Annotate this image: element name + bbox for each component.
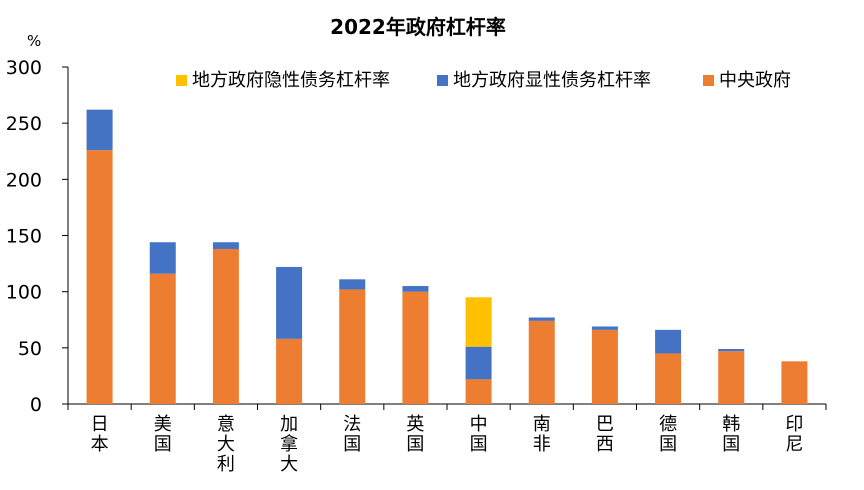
bar-segment — [276, 266, 303, 339]
axes: 0 50 100 150 200 250 300 — [6, 57, 827, 416]
x-category-label: 巴西 — [596, 414, 614, 455]
legend-label: 地方政府显性债务杠杆率 — [453, 70, 651, 91]
y-axis-unit-label: % — [27, 32, 41, 50]
bar-segment — [655, 353, 682, 404]
y-tick-label: 150 — [6, 226, 42, 248]
bar-segment — [212, 242, 239, 249]
y-tick-label: 300 — [6, 57, 42, 79]
bar-segment — [781, 361, 808, 404]
x-category-label: 印尼 — [785, 414, 803, 455]
legend-swatch — [703, 75, 714, 86]
y-tick-label: 100 — [6, 282, 42, 304]
bar-segment — [86, 150, 113, 404]
x-category-label: 法国 — [343, 414, 361, 455]
bar-segment — [86, 109, 113, 151]
bar-segment — [465, 297, 492, 347]
bar-segment — [212, 248, 239, 404]
bar-segment — [465, 346, 492, 380]
bar-segment — [591, 326, 618, 330]
bar-segment — [402, 286, 429, 292]
bar-segment — [465, 379, 492, 404]
legend: 地方政府隐性债务杠杆率 地方政府显性债务杠杆率 中央政府 — [176, 70, 791, 91]
bar-segment — [276, 338, 303, 404]
y-tick-label: 200 — [6, 169, 42, 191]
bars — [86, 109, 808, 404]
x-category-label: 意大利 — [217, 414, 235, 475]
x-category-label: 英国 — [406, 414, 424, 455]
x-axis-labels: 日本 美国 意大利 加拿大 法国 英国 中国 南非 巴西 德国 韩国 印尼 — [91, 414, 804, 475]
x-category-label: 加拿大 — [280, 414, 298, 475]
legend-swatch — [176, 75, 187, 86]
y-tick-label: 50 — [18, 338, 42, 360]
x-category-label: 韩国 — [722, 414, 740, 455]
x-category-label: 中国 — [470, 414, 488, 455]
bar-segment — [339, 289, 366, 404]
bar-segment — [402, 291, 429, 404]
legend-label: 中央政府 — [719, 70, 791, 91]
bar-segment — [718, 351, 745, 404]
bar-segment — [591, 329, 618, 404]
bar-segment — [655, 329, 682, 354]
bar-segment — [528, 320, 555, 404]
x-category-label: 日本 — [91, 414, 109, 455]
x-category-label: 德国 — [659, 414, 677, 455]
bar-segment — [149, 273, 176, 404]
x-category-label: 南非 — [533, 414, 551, 455]
legend-label: 地方政府隐性债务杠杆率 — [192, 70, 390, 91]
bar-segment — [149, 242, 176, 274]
legend-swatch — [437, 75, 448, 86]
y-tick-label: 250 — [6, 113, 42, 135]
chart-title: 2022年政府杠杆率 — [330, 15, 506, 39]
x-category-label: 美国 — [154, 414, 172, 455]
bar-segment — [339, 279, 366, 290]
bar-segment — [528, 317, 555, 321]
y-tick-label: 0 — [30, 394, 42, 416]
bar-segment — [718, 348, 745, 352]
